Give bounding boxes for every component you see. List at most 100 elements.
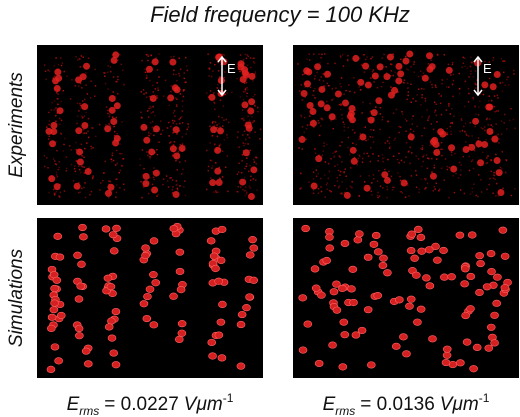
particle — [301, 224, 310, 233]
particle — [405, 302, 414, 310]
speckle — [174, 115, 176, 117]
speckle — [312, 192, 315, 195]
speckle — [104, 82, 107, 85]
speckle — [247, 143, 249, 145]
symbol: E — [67, 394, 80, 415]
particle — [363, 253, 373, 261]
speckle — [497, 97, 499, 99]
speckle — [339, 156, 341, 158]
speckle — [334, 151, 336, 153]
speckle — [170, 90, 172, 93]
speckle — [472, 98, 475, 100]
speckle — [431, 86, 434, 89]
speckle — [162, 129, 164, 132]
particle — [399, 333, 408, 341]
particle — [178, 144, 186, 152]
speckle — [53, 192, 56, 195]
speckle — [62, 150, 65, 152]
speckle — [60, 64, 63, 67]
speckle — [475, 87, 477, 89]
speckle — [46, 126, 48, 128]
particle — [475, 252, 484, 260]
particle — [460, 280, 469, 288]
speckle — [482, 151, 484, 154]
speckle — [148, 134, 150, 137]
speckle — [431, 157, 433, 160]
speckle — [341, 161, 343, 163]
particle — [139, 300, 149, 308]
speckle — [304, 96, 306, 98]
speckle — [320, 190, 323, 193]
particle — [75, 332, 84, 340]
particle — [49, 306, 59, 314]
speckle — [418, 191, 420, 194]
speckle — [434, 109, 437, 112]
speckle — [245, 165, 247, 168]
particle — [362, 62, 370, 70]
speckle — [400, 190, 402, 193]
particle — [76, 148, 84, 156]
speckle — [403, 82, 405, 84]
speckle — [506, 78, 508, 81]
speckle — [172, 112, 175, 114]
speckle — [342, 121, 345, 123]
speckle — [447, 103, 450, 105]
speckle — [177, 151, 180, 153]
speckle — [114, 164, 117, 166]
particle — [209, 179, 217, 187]
speckle — [363, 71, 365, 74]
particle — [108, 106, 116, 114]
speckle — [446, 127, 449, 130]
speckle — [507, 76, 509, 78]
speckle — [255, 156, 257, 159]
particle — [210, 126, 218, 134]
speckle — [55, 120, 57, 123]
speckle — [231, 91, 233, 94]
speckle — [75, 148, 77, 151]
speckle — [183, 186, 185, 188]
speckle — [141, 149, 144, 151]
speckle — [218, 122, 220, 125]
speckle — [379, 128, 381, 131]
particle — [322, 256, 332, 265]
speckle — [420, 87, 423, 90]
speckle — [354, 132, 356, 134]
speckle — [382, 160, 384, 163]
speckle — [451, 83, 454, 86]
speckle — [120, 63, 123, 66]
particle — [145, 285, 155, 293]
speckle — [254, 105, 256, 107]
speckle — [243, 190, 246, 192]
speckle — [381, 57, 384, 59]
particle — [407, 133, 415, 141]
speckle — [441, 82, 443, 85]
speckle — [512, 69, 515, 72]
speckle — [510, 194, 513, 197]
speckle — [77, 165, 80, 167]
particle — [300, 89, 308, 97]
particle — [413, 225, 423, 233]
speckle — [235, 190, 238, 193]
particle — [217, 225, 227, 234]
speckle — [445, 86, 448, 88]
speckle — [373, 178, 375, 180]
speckle — [243, 130, 246, 132]
speckle — [479, 100, 481, 102]
speckle — [48, 123, 50, 126]
speckle — [427, 117, 430, 119]
speckle — [411, 117, 413, 120]
particle — [217, 354, 227, 362]
speckle — [306, 58, 308, 61]
speckle — [472, 76, 475, 78]
speckle — [52, 77, 55, 79]
particle — [317, 291, 326, 299]
speckle — [501, 60, 504, 62]
speckle — [387, 158, 389, 161]
speckle — [514, 127, 516, 130]
speckle — [53, 75, 56, 77]
particle — [416, 305, 426, 313]
speckle — [491, 125, 494, 128]
speckle — [500, 120, 503, 122]
speckle — [372, 69, 375, 71]
speckle — [149, 155, 151, 158]
